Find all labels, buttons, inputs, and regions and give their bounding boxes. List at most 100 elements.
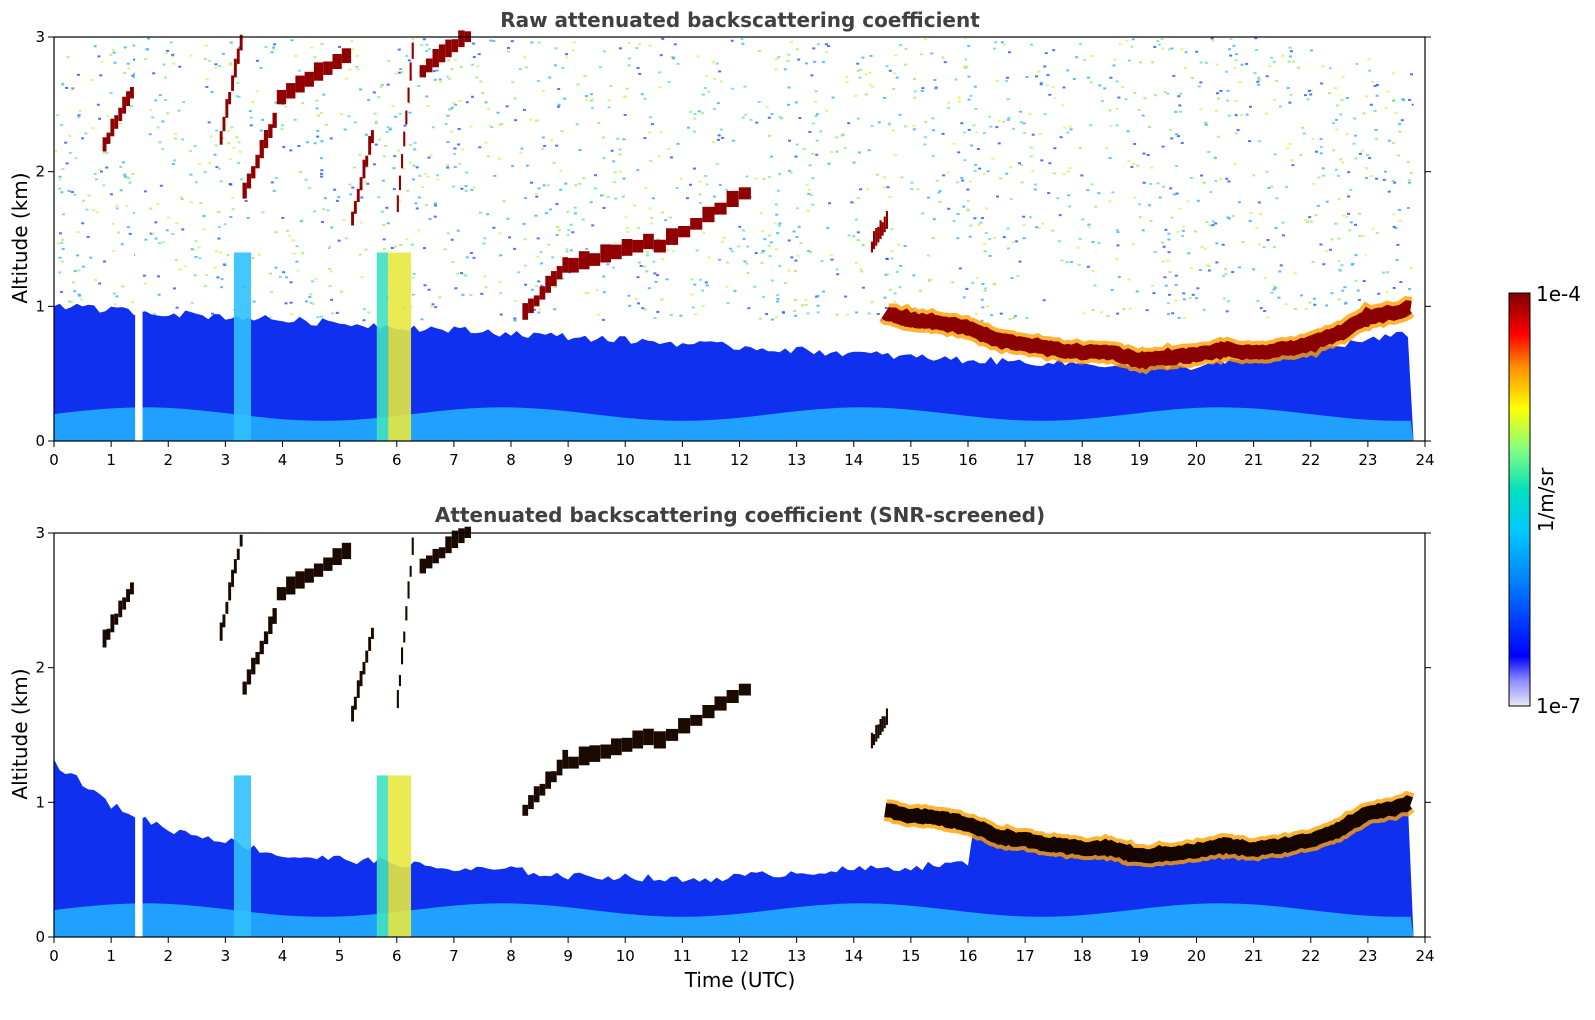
raw-speckle (510, 240, 514, 243)
raw-speckle (1344, 122, 1348, 125)
screened-no-data-end (1413, 533, 1425, 937)
raw-speckle (329, 247, 333, 250)
raw-speckle (971, 161, 975, 164)
raw-speckle (471, 209, 475, 212)
raw-speckle (1353, 99, 1357, 102)
raw-speckle (1375, 153, 1379, 156)
raw-speckle (440, 64, 444, 67)
raw-x-tick-label: 20 (1187, 451, 1206, 469)
raw-speckle (166, 216, 170, 219)
raw-speckle (438, 78, 442, 81)
raw-speckle (890, 228, 894, 231)
screened-cloud-cell (255, 652, 260, 665)
raw-speckle (616, 76, 620, 79)
raw-speckle (443, 248, 447, 251)
raw-speckle (351, 48, 355, 51)
raw-speckle (536, 255, 540, 258)
raw-speckle (602, 206, 606, 209)
raw-speckle (1031, 88, 1035, 91)
raw-speckle (938, 200, 942, 203)
raw-speckle (1187, 252, 1191, 255)
raw-speckle (77, 269, 81, 272)
raw-speckle (616, 137, 620, 140)
raw-speckle (692, 167, 696, 170)
raw-speckle (221, 52, 225, 55)
raw-speckle (953, 59, 957, 62)
raw-speckle (316, 114, 320, 117)
raw-speckle (1391, 297, 1395, 300)
raw-speckle (330, 226, 334, 229)
raw-speckle (607, 106, 611, 109)
raw-speckle (713, 195, 717, 198)
raw-speckle (450, 68, 454, 71)
raw-speckle (541, 136, 545, 139)
raw-speckle (1154, 94, 1158, 97)
raw-speckle (627, 41, 631, 44)
raw-cloud-cell (371, 130, 374, 144)
raw-speckle (665, 278, 669, 281)
raw-speckle (957, 96, 961, 99)
raw-speckle (806, 312, 810, 315)
raw-speckle (299, 220, 303, 223)
raw-speckle (320, 169, 324, 172)
raw-speckle (427, 48, 431, 51)
raw-heatmap-plot: 0 1 2 3 4 5 6 7 8 9 10 11 12 13 14 15 16 17 18 19 20 21 22 23 24… (35, 28, 1434, 469)
raw-speckle (413, 141, 417, 144)
raw-speckle (313, 210, 317, 213)
raw-speckle (193, 249, 197, 252)
raw-speckle (831, 297, 835, 300)
raw-speckle (1368, 156, 1372, 159)
raw-speckle (1401, 140, 1405, 143)
raw-speckle (664, 219, 668, 222)
raw-speckle (856, 231, 860, 234)
raw-speckle (268, 272, 272, 275)
raw-speckle (776, 294, 780, 297)
raw-speckle (1143, 97, 1147, 100)
raw-speckle (589, 99, 593, 102)
raw-speckle (68, 151, 72, 154)
raw-speckle (1375, 232, 1379, 235)
raw-speckle (1092, 233, 1096, 236)
raw-speckle (478, 146, 482, 149)
raw-speckle (1379, 155, 1383, 158)
raw-speckle (863, 318, 867, 321)
raw-speckle (60, 191, 64, 194)
raw-speckle (1167, 232, 1171, 235)
raw-speckle (931, 106, 935, 109)
raw-speckle (1384, 106, 1388, 109)
raw-speckle (742, 229, 746, 232)
raw-speckle (1034, 215, 1038, 218)
raw-speckle (193, 285, 197, 288)
raw-speckle (816, 294, 820, 297)
raw-speckle (962, 131, 966, 134)
screened-x-tick-label: 6 (392, 947, 402, 965)
raw-speckle (1222, 273, 1226, 276)
raw-speckle (290, 313, 294, 316)
raw-speckle (1330, 292, 1334, 295)
raw-speckle (1357, 298, 1361, 301)
raw-speckle (1156, 182, 1160, 185)
raw-speckle (246, 216, 250, 219)
raw-speckle (788, 57, 792, 60)
raw-speckle (338, 45, 342, 48)
raw-speckle (154, 99, 158, 102)
raw-speckle (257, 97, 261, 100)
raw-speckle (1180, 46, 1184, 49)
raw-speckle (58, 232, 62, 235)
raw-speckle (582, 176, 586, 179)
raw-speckle (730, 250, 734, 253)
raw-speckle (499, 292, 503, 295)
raw-speckle (976, 148, 980, 151)
raw-speckle (972, 124, 976, 127)
raw-speckle (131, 74, 135, 77)
raw-speckle (705, 197, 709, 200)
raw-speckle (765, 231, 769, 234)
raw-speckle (557, 105, 561, 108)
raw-speckle (1235, 132, 1239, 135)
raw-speckle (540, 284, 544, 287)
raw-speckle (179, 196, 183, 199)
raw-speckle (1335, 265, 1339, 268)
raw-speckle (282, 317, 286, 320)
raw-speckle (1066, 170, 1070, 173)
